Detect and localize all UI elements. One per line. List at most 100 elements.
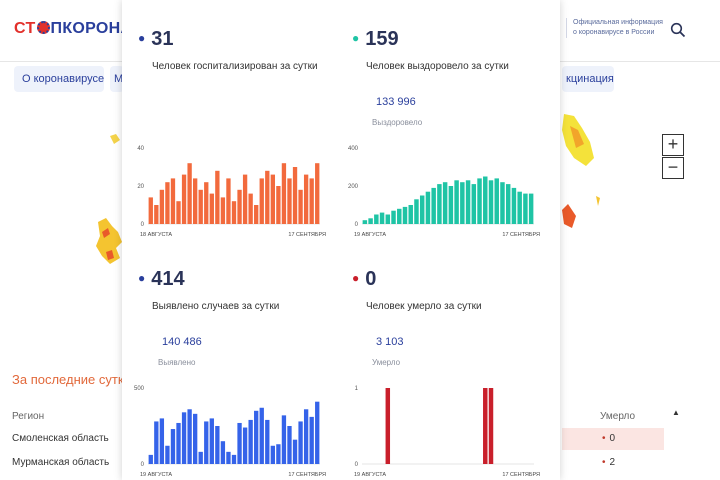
chart-bar[interactable] — [176, 201, 181, 224]
chart-bar[interactable] — [281, 163, 287, 224]
chart-bar[interactable] — [287, 178, 292, 224]
chart-bar[interactable] — [154, 205, 159, 224]
column-header-region[interactable]: Регион — [12, 411, 45, 422]
chart-bar[interactable] — [154, 421, 159, 464]
chart-bar[interactable] — [374, 214, 379, 225]
chart-bar[interactable] — [242, 174, 248, 224]
chart-bar[interactable] — [231, 201, 237, 224]
chart-bar[interactable] — [220, 441, 226, 464]
chart-bar[interactable] — [437, 184, 442, 224]
chart-bar[interactable] — [511, 187, 517, 224]
chart-bar[interactable] — [226, 451, 231, 464]
chart-bar[interactable] — [494, 178, 499, 224]
map-region-right[interactable] — [560, 106, 600, 246]
chart-bar[interactable] — [431, 187, 436, 224]
chart-bar[interactable] — [237, 422, 242, 464]
chart-bar[interactable] — [528, 193, 534, 224]
chart-bar[interactable] — [362, 220, 368, 224]
chart-bar[interactable] — [292, 167, 298, 224]
chart-bar[interactable] — [248, 419, 253, 464]
chart-bar[interactable] — [226, 178, 231, 224]
chart-bar[interactable] — [397, 208, 402, 224]
chart-bar[interactable] — [198, 189, 203, 224]
chart-bar[interactable] — [281, 415, 287, 464]
chart-bar[interactable] — [276, 444, 281, 464]
chart-bar[interactable] — [204, 421, 209, 464]
chart-bar[interactable] — [192, 178, 198, 224]
chart-bar[interactable] — [276, 186, 281, 224]
chart-bar[interactable] — [402, 206, 408, 224]
chart-bar[interactable] — [303, 409, 309, 464]
chart-bar[interactable] — [187, 163, 192, 224]
chart-bar[interactable] — [408, 205, 413, 224]
zoom-in-button[interactable]: + — [662, 134, 684, 156]
chart-bar[interactable] — [270, 445, 276, 464]
chart-bar[interactable] — [181, 174, 187, 224]
chart-bar[interactable] — [209, 193, 214, 224]
chart-bar[interactable] — [259, 407, 264, 464]
chart-bar[interactable] — [419, 195, 425, 225]
chart-bar[interactable] — [315, 163, 320, 224]
chart-bar[interactable] — [259, 178, 264, 224]
chart-bar[interactable] — [270, 174, 276, 224]
chart-bar[interactable] — [192, 413, 198, 464]
chart-bar[interactable] — [483, 176, 488, 225]
map-region-left[interactable] — [92, 212, 124, 272]
chart-bar[interactable] — [148, 454, 153, 464]
zoom-out-button[interactable]: − — [662, 157, 684, 179]
chart-bar[interactable] — [187, 409, 192, 464]
chart-bar[interactable] — [148, 197, 153, 224]
chart-bar[interactable] — [292, 439, 298, 464]
chart-bar[interactable] — [170, 178, 176, 224]
nav-about-coronavirus[interactable]: О коронавирусе ▾ — [14, 66, 104, 92]
chart-bar[interactable] — [265, 419, 270, 464]
chart-bar[interactable] — [242, 427, 248, 464]
chart-bar[interactable] — [303, 174, 309, 224]
site-logo[interactable]: СТ ПКОРОНАВИ — [14, 20, 124, 38]
chart-bar[interactable] — [254, 205, 259, 224]
chart-bar[interactable] — [391, 210, 396, 224]
chart-bar[interactable] — [488, 388, 494, 464]
chart-bar[interactable] — [368, 218, 373, 224]
chart-bar[interactable] — [231, 454, 237, 464]
chart-bar[interactable] — [385, 214, 391, 225]
chart-bar[interactable] — [425, 191, 431, 224]
chart-bar[interactable] — [471, 184, 477, 224]
chart-bar[interactable] — [385, 388, 391, 464]
chart-bar[interactable] — [248, 193, 253, 224]
chart-bar[interactable] — [209, 418, 214, 464]
chart-bar[interactable] — [483, 388, 488, 464]
chart-bar[interactable] — [488, 180, 494, 224]
nav-vaccination[interactable]: кцинация ▾ — [562, 66, 614, 92]
chart-bar[interactable] — [215, 170, 220, 224]
chart-bar[interactable] — [176, 422, 181, 464]
chart-bar[interactable] — [298, 421, 303, 464]
chart-bar[interactable] — [220, 197, 226, 224]
chart-bar[interactable] — [237, 189, 242, 224]
chart-bar[interactable] — [287, 426, 292, 464]
chart-bar[interactable] — [165, 182, 170, 224]
chart-bar[interactable] — [159, 189, 165, 224]
chart-bar[interactable] — [517, 191, 522, 224]
chart-bar[interactable] — [309, 178, 314, 224]
chart-bar[interactable] — [165, 445, 170, 464]
chart-bar[interactable] — [523, 193, 528, 224]
chart-bar[interactable] — [181, 412, 187, 464]
chart-bar[interactable] — [379, 212, 385, 224]
chart-bar[interactable] — [454, 180, 459, 224]
search-icon[interactable] — [670, 22, 686, 38]
chart-bar[interactable] — [414, 199, 419, 224]
chart-bar[interactable] — [204, 182, 209, 224]
chart-bar[interactable] — [298, 189, 303, 224]
chart-bar[interactable] — [500, 182, 505, 224]
chart-bar[interactable] — [442, 182, 448, 224]
chart-bar[interactable] — [159, 418, 165, 464]
chart-bar[interactable] — [265, 170, 270, 224]
chart-bar[interactable] — [477, 178, 482, 224]
chart-bar[interactable] — [448, 186, 454, 224]
nav-item-m[interactable]: М — [110, 66, 124, 92]
table-row-region[interactable]: Смоленская область — [12, 433, 109, 444]
chart-bar[interactable] — [254, 410, 259, 464]
chart-bar[interactable] — [315, 401, 320, 464]
chart-bar[interactable] — [505, 184, 511, 224]
